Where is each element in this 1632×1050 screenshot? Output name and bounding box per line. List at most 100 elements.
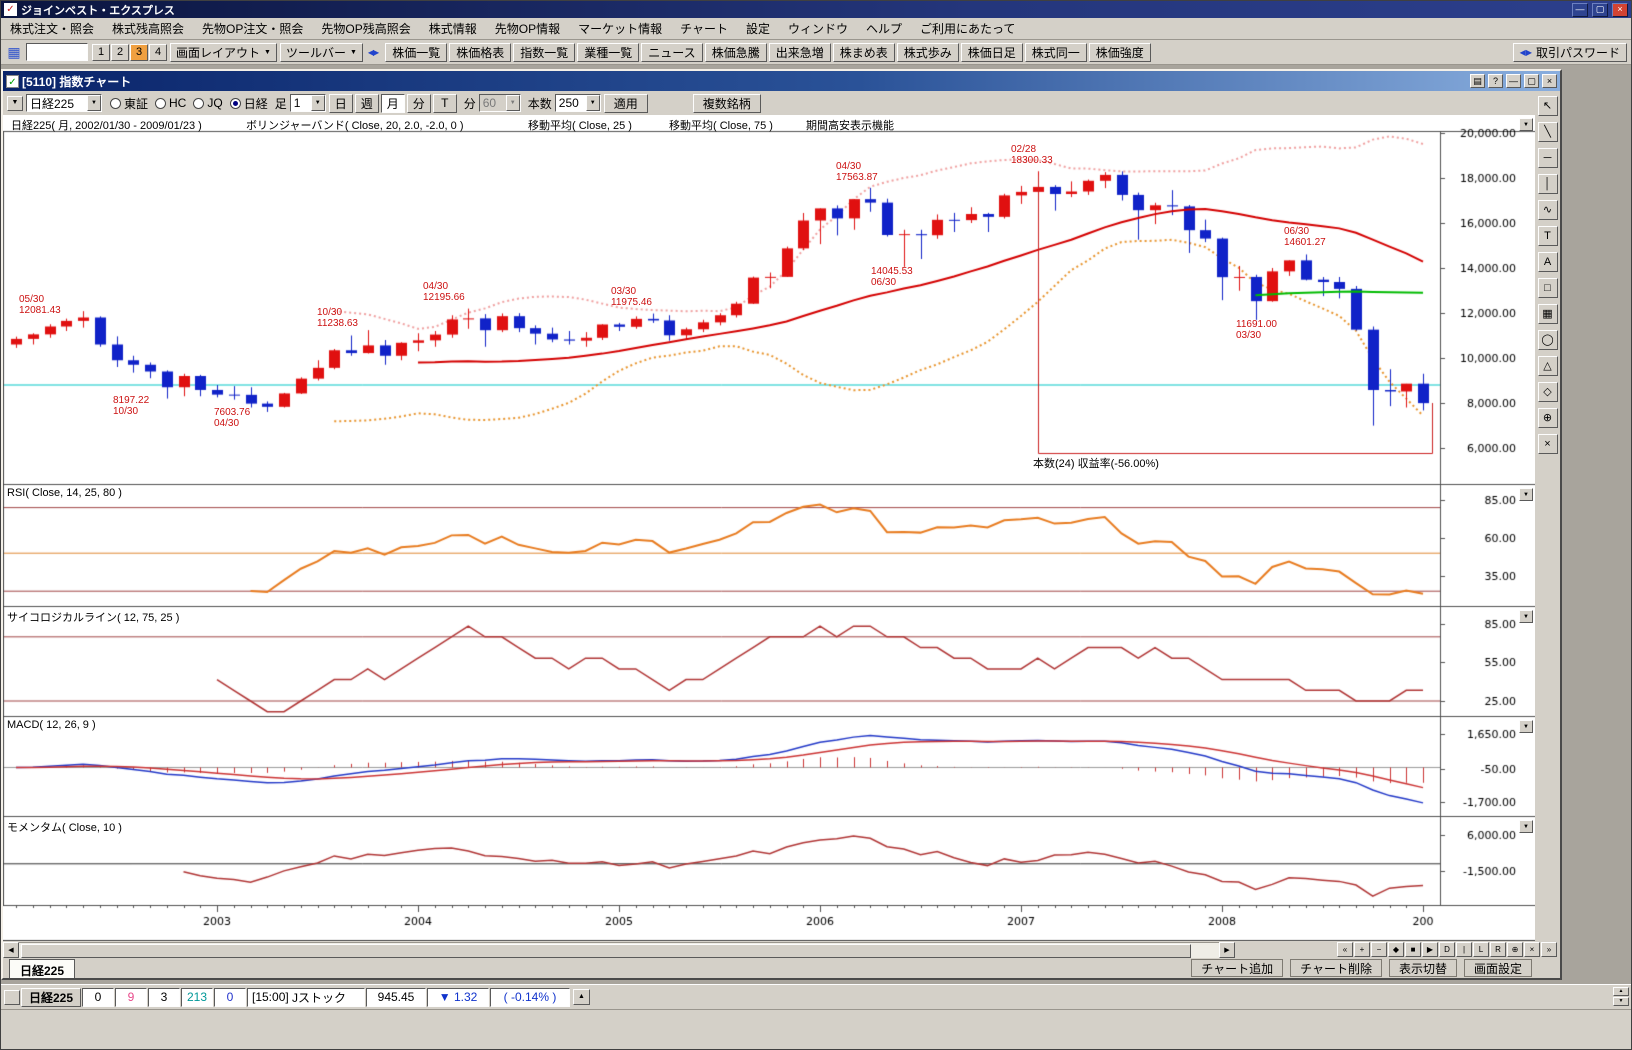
scroll-nav-7[interactable]: | <box>1456 942 1472 957</box>
scroll-left-button[interactable]: ◀ <box>3 941 19 958</box>
spin-down-button[interactable]: ▼ <box>1613 997 1629 1006</box>
vertical-line-tool[interactable]: │ <box>1537 174 1558 194</box>
quick-button-8[interactable]: 株式歩み <box>896 42 959 62</box>
scroll-nav-10[interactable]: ⊕ <box>1507 942 1523 957</box>
collapse-toolbar-button[interactable]: ▼ <box>7 95 23 111</box>
multi-symbol-button[interactable]: 複数銘柄 <box>692 93 761 113</box>
triangle-tool[interactable]: △ <box>1537 356 1558 376</box>
horizontal-line-tool[interactable]: ─ <box>1537 148 1558 168</box>
chart-minimize-button[interactable]: — <box>1506 74 1521 88</box>
chart-tab[interactable]: 日経225 <box>9 959 76 978</box>
market-radio-東証[interactable]: 東証 <box>110 95 148 112</box>
quick-button-3[interactable]: 業種一覧 <box>577 42 640 62</box>
chart-print-button[interactable]: ▤ <box>1470 74 1485 88</box>
quick-button-11[interactable]: 株価強度 <box>1088 42 1151 62</box>
chart-help-button[interactable]: ? <box>1488 74 1503 88</box>
scroll-nav-1[interactable]: + <box>1354 942 1370 957</box>
scroll-track[interactable] <box>19 941 1219 958</box>
scroll-nav-9[interactable]: R <box>1490 942 1506 957</box>
menu-item-1[interactable]: 株式残高照会 <box>112 22 185 36</box>
chart-bottom-button-0[interactable]: チャート追加 <box>1191 959 1284 977</box>
chart-bottom-button-1[interactable]: チャート削除 <box>1290 959 1382 977</box>
spin-up-button[interactable]: ▲ <box>1613 987 1629 996</box>
ellipse-tool[interactable]: ◯ <box>1537 330 1558 350</box>
wave-tool[interactable]: ∿ <box>1537 200 1558 220</box>
scroll-nav-3[interactable]: ◆ <box>1388 942 1404 957</box>
trade-password-button[interactable]: ◀▶ 取引パスワード <box>1512 42 1627 62</box>
scroll-nav-5[interactable]: ▶ <box>1422 942 1438 957</box>
text-tool[interactable]: T <box>1537 226 1558 246</box>
scroll-thumb[interactable] <box>21 943 1191 958</box>
layout-grid-icon[interactable]: ▦ <box>7 43 21 60</box>
scroll-right-button[interactable]: ▶ <box>1219 941 1235 958</box>
menu-item-10[interactable]: ヘルプ <box>866 22 903 36</box>
quick-button-5[interactable]: 株価急騰 <box>704 42 767 62</box>
period-button-日[interactable]: 日 <box>328 93 353 113</box>
ticker-handle[interactable] <box>4 989 20 1005</box>
erase-tool[interactable]: × <box>1537 434 1558 454</box>
menu-item-7[interactable]: チャート <box>680 22 728 36</box>
bar-interval-select[interactable]: 1 ▼ <box>289 94 326 112</box>
chart-close-button[interactable]: × <box>1542 74 1557 88</box>
quick-button-4[interactable]: ニュース <box>641 42 703 62</box>
period-button-分[interactable]: 分 <box>406 93 431 113</box>
menu-item-6[interactable]: マーケット情報 <box>578 22 663 36</box>
scroll-nav-2[interactable]: − <box>1371 942 1387 957</box>
select-tool[interactable]: ↖ <box>1537 96 1558 116</box>
market-radio-日経[interactable]: 日経 <box>229 95 268 112</box>
rectangle-tool[interactable]: □ <box>1537 278 1558 298</box>
ticker-expand-button[interactable]: ▲ <box>573 989 590 1005</box>
chart-bottom-button-2[interactable]: 表示切替 <box>1388 959 1457 977</box>
symbol-select[interactable]: 日経225 ▼ <box>26 94 102 112</box>
diamond-tool[interactable]: ◇ <box>1537 382 1558 402</box>
layout-menu-button[interactable]: 画面レイアウト ▼ <box>170 42 277 62</box>
maximize-button[interactable]: ▢ <box>1592 2 1608 17</box>
quick-button-6[interactable]: 出来急増 <box>768 42 831 62</box>
preset-button-1[interactable]: 1 <box>92 43 110 61</box>
chart-bottom-button-3[interactable]: 画面設定 <box>1463 959 1532 977</box>
menu-item-4[interactable]: 株式情報 <box>428 22 477 36</box>
menu-item-11[interactable]: ご利用にあたって <box>920 22 1016 36</box>
collapse-momentum-panel-button[interactable]: ▼ <box>1519 820 1533 833</box>
market-radio-JQ[interactable]: JQ <box>193 96 223 110</box>
quick-button-2[interactable]: 指数一覧 <box>513 42 576 62</box>
apply-button[interactable]: 適用 <box>603 93 648 113</box>
scroll-nav-6[interactable]: D <box>1439 942 1455 957</box>
preset-button-4[interactable]: 4 <box>149 43 167 61</box>
ticker-symbol[interactable]: 日経225 <box>21 987 81 1007</box>
period-button-T[interactable]: T <box>432 93 457 113</box>
scroll-nav-12[interactable]: » <box>1541 942 1557 957</box>
close-button[interactable]: × <box>1612 2 1628 17</box>
collapse-macd-panel-button[interactable]: ▼ <box>1519 720 1533 733</box>
quick-button-0[interactable]: 株価一覧 <box>385 42 448 62</box>
collapse-main-panel-button[interactable]: ▼ <box>1519 118 1533 131</box>
chart-restore-button[interactable]: ▢ <box>1524 74 1539 88</box>
period-button-月[interactable]: 月 <box>380 93 405 113</box>
preset-button-2[interactable]: 2 <box>111 43 129 61</box>
market-radio-HC[interactable]: HC <box>155 96 186 110</box>
menu-item-9[interactable]: ウィンドウ <box>788 22 849 36</box>
menu-item-8[interactable]: 設定 <box>745 22 770 36</box>
collapse-rsi-panel-button[interactable]: ▼ <box>1519 488 1533 501</box>
scroll-nav-11[interactable]: × <box>1524 942 1540 957</box>
quick-button-9[interactable]: 株価日足 <box>960 42 1023 62</box>
quick-button-7[interactable]: 株まめ表 <box>832 42 895 62</box>
preset-button-3[interactable]: 3 <box>130 43 148 61</box>
quick-button-10[interactable]: 株式同一 <box>1024 42 1087 62</box>
menu-item-5[interactable]: 先物OP情報 <box>494 22 561 36</box>
menu-item-3[interactable]: 先物OP残高照会 <box>321 22 411 36</box>
label-tool[interactable]: A <box>1537 252 1558 272</box>
quick-button-1[interactable]: 株価格表 <box>449 42 512 62</box>
chart-canvas[interactable] <box>3 115 1535 941</box>
trend-line-tool[interactable]: ╲ <box>1537 122 1558 142</box>
grid-tool[interactable]: ▦ <box>1537 304 1558 324</box>
toolbar-overflow-icon[interactable]: ◀▶ <box>367 47 379 57</box>
zoom-tool[interactable]: ⊕ <box>1537 408 1558 428</box>
period-button-週[interactable]: 週 <box>354 93 379 113</box>
scroll-nav-4[interactable]: ■ <box>1405 942 1421 957</box>
minimize-button[interactable]: — <box>1572 2 1588 17</box>
menu-item-0[interactable]: 株式注文・照会 <box>10 22 95 36</box>
toolbar-menu-button[interactable]: ツールバー ▼ <box>279 42 363 62</box>
code-input[interactable] <box>26 43 88 61</box>
scroll-nav-0[interactable]: « <box>1337 942 1353 957</box>
